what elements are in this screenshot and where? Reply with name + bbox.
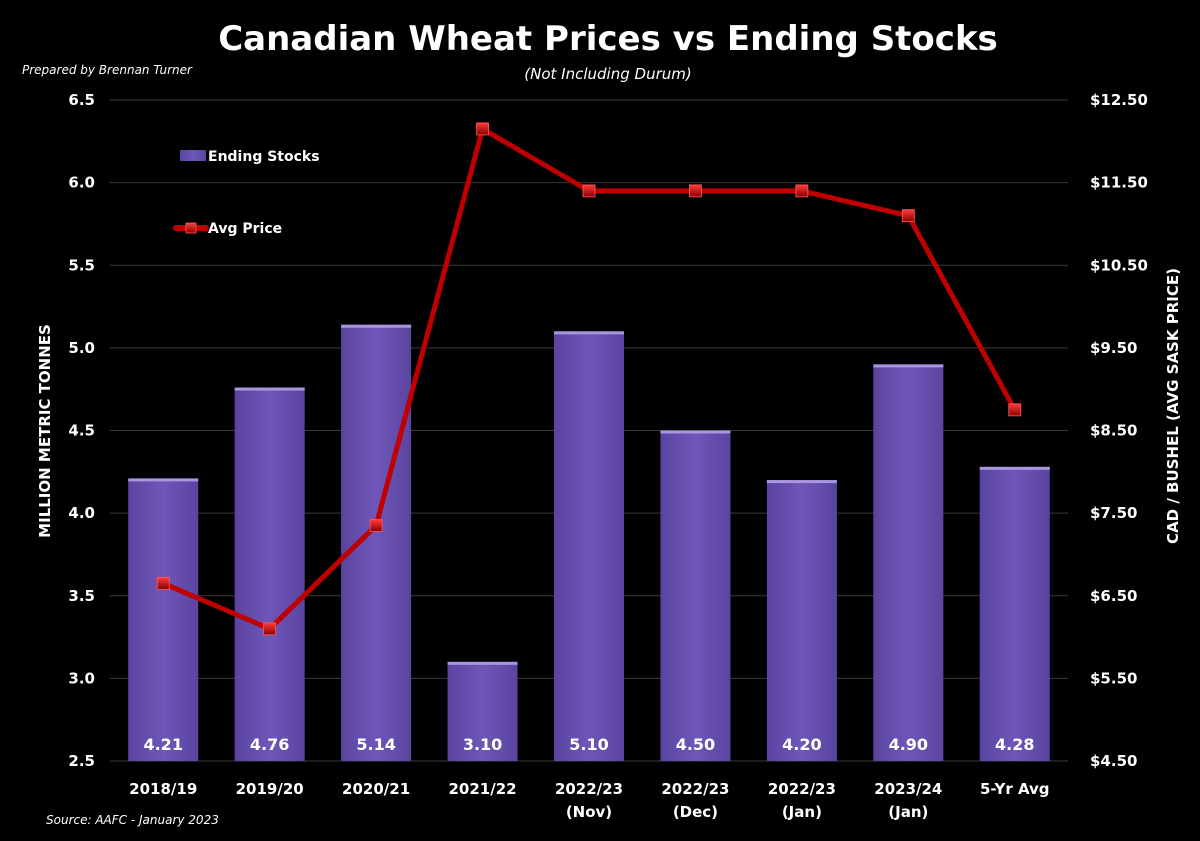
legend-label-avg-price: Avg Price — [208, 221, 282, 237]
y-axis-ticks: 2.5 3.0 3.5 4.0 4.5 5.0 5.5 6.0 6.5 — [68, 91, 95, 770]
y-tick-label: 4.5 — [68, 422, 95, 440]
chart-subtitle: (Not Including Durum) — [524, 65, 691, 83]
chart-title: Canadian Wheat Prices vs Ending Stocks — [218, 19, 998, 59]
bar-top-highlight — [447, 661, 518, 665]
x-tick-label: 2021/22 — [449, 780, 517, 798]
bar-value-label: 5.14 — [356, 735, 395, 754]
bars — [128, 324, 1050, 761]
bar-value-label: 4.20 — [782, 735, 821, 754]
price-point — [901, 209, 915, 223]
x-axis-ticks: 2018/19 2019/20 2020/21 2021/22 2022/23 (Nov)… — [129, 780, 1049, 821]
x-tick-label: 2022/23 — [555, 780, 623, 798]
y-tick-label: 3.0 — [68, 669, 95, 687]
y-tick-label: 6.5 — [68, 91, 95, 109]
price-line — [156, 122, 1022, 636]
y-tick-label: 5.5 — [68, 256, 95, 274]
x-tick-label: (Jan) — [782, 803, 822, 821]
bar-top-highlight — [234, 387, 305, 391]
legend-label-ending-stocks: Ending Stocks — [208, 149, 320, 165]
price-point — [795, 184, 809, 198]
y-tick-label: 6.0 — [68, 174, 95, 192]
y-axis-title: MILLION METRIC TONNES — [36, 324, 54, 538]
bar — [447, 661, 518, 761]
price-point — [689, 184, 702, 198]
bar — [873, 364, 944, 761]
bar — [660, 430, 731, 761]
bar-top-highlight — [660, 430, 731, 434]
x-tick-label: 2022/23 — [768, 780, 836, 798]
bar-value-label: 4.28 — [995, 735, 1034, 754]
bar-value-label: 5.10 — [569, 735, 608, 754]
y-tick-label: 2.5 — [68, 752, 95, 770]
y2-tick-label: $8.50 — [1090, 422, 1137, 440]
bar-labels: 4.21 4.76 5.14 3.10 5.10 4.50 4.20 4.90 4.28 — [143, 735, 1034, 754]
y2-tick-label: $6.50 — [1090, 587, 1137, 605]
bar-top-highlight — [979, 466, 1050, 470]
bar-top-highlight — [128, 478, 199, 482]
x-tick-label: 5-Yr Avg — [980, 780, 1050, 798]
bar-value-label: 4.90 — [889, 735, 928, 754]
y2-axis-ticks: $4.50 $5.50 $6.50 $7.50 $8.50 $9.50 $10.50 $11.… — [1090, 91, 1148, 770]
bar-value-label: 4.21 — [143, 735, 182, 754]
y2-tick-label: $12.50 — [1090, 91, 1148, 109]
bar-top-highlight — [554, 331, 624, 335]
bar-value-label: 4.50 — [676, 735, 715, 754]
credit-text: Prepared by Brennan Turner — [22, 63, 193, 77]
y2-tick-label: $4.50 — [1090, 752, 1137, 770]
bar — [554, 331, 624, 761]
source-text: Source: AAFC - January 2023 — [46, 813, 219, 827]
legend-marker-avg-price — [185, 222, 197, 234]
price-point — [476, 122, 489, 136]
y2-tick-label: $5.50 — [1090, 669, 1137, 687]
bar-value-label: 4.76 — [250, 735, 289, 754]
bar — [979, 466, 1050, 761]
x-tick-label: 2022/23 — [661, 780, 729, 798]
bar — [341, 324, 412, 761]
x-tick-label: 2018/19 — [129, 780, 197, 798]
price-point — [582, 184, 596, 198]
bar — [766, 480, 837, 761]
y2-tick-label: $10.50 — [1090, 256, 1148, 274]
y-tick-label: 4.0 — [68, 504, 95, 522]
legend-swatch-ending-stocks — [180, 150, 206, 161]
y2-tick-label: $7.50 — [1090, 504, 1137, 522]
y2-axis-title: CAD / BUSHEL (AVG SASK PRICE) — [1164, 268, 1182, 544]
legend: Ending Stocks Avg Price — [173, 149, 320, 237]
price-point — [369, 519, 383, 532]
x-tick-label: (Jan) — [888, 803, 928, 821]
bar-top-highlight — [873, 364, 944, 368]
bar — [234, 387, 305, 761]
price-point — [156, 576, 170, 590]
x-tick-label: 2023/24 — [874, 780, 942, 798]
x-tick-label: 2020/21 — [342, 780, 410, 798]
y-tick-label: 3.5 — [68, 587, 95, 605]
bar-value-label: 3.10 — [463, 735, 502, 754]
y2-tick-label: $11.50 — [1090, 174, 1148, 192]
bar-top-highlight — [341, 324, 412, 328]
x-tick-label: 2019/20 — [236, 780, 304, 798]
x-tick-label: (Dec) — [673, 803, 718, 821]
y2-tick-label: $9.50 — [1090, 339, 1137, 357]
bar — [128, 478, 199, 761]
bar-top-highlight — [766, 480, 837, 484]
price-point — [263, 622, 277, 636]
price-point — [1008, 403, 1022, 417]
x-tick-label: (Nov) — [566, 803, 612, 821]
y-tick-label: 5.0 — [68, 339, 95, 357]
